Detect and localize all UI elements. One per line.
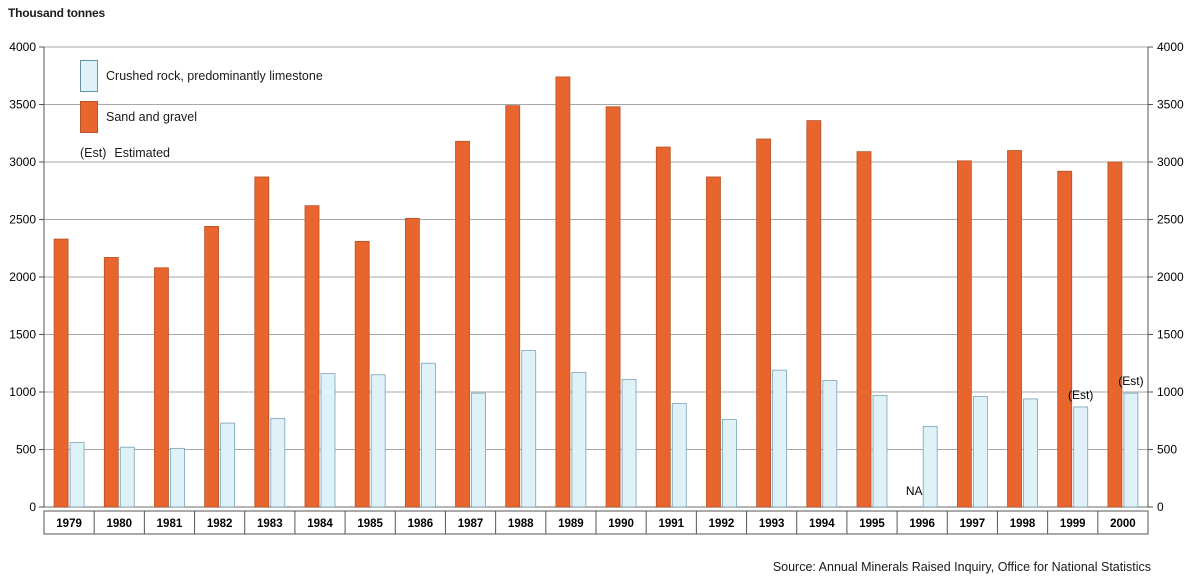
annotation-na-1996: NA <box>906 484 923 498</box>
bar-crushed-rock-1998 <box>1023 398 1038 508</box>
bar-sand-gravel-1981 <box>154 267 169 508</box>
bar-crushed-rock-1997 <box>972 396 988 508</box>
y-tick-label-left-2000: 2000 <box>9 270 36 284</box>
bar-sand-gravel-1989 <box>555 76 571 508</box>
x-tick-label-1991: 1991 <box>658 518 684 530</box>
bar-crushed-rock-1989 <box>571 372 587 508</box>
bar-crushed-rock-1982 <box>220 422 236 508</box>
bar-sand-gravel-1997 <box>956 160 972 508</box>
bar-sand-gravel-1988 <box>505 105 521 508</box>
bar-crushed-rock-1995 <box>872 395 888 508</box>
bar-crushed-rock-1984 <box>320 373 336 508</box>
y-tick-label-left-2500: 2500 <box>9 213 36 227</box>
legend-item-sand-gravel: Sand and gravel <box>80 99 323 135</box>
x-tick-label-2000: 2000 <box>1110 518 1136 530</box>
y-tick-label-left-1500: 1500 <box>9 328 36 342</box>
bar-crushed-rock-1986 <box>420 362 436 508</box>
bar-sand-gravel-1993 <box>756 138 772 508</box>
bar-crushed-rock-1990 <box>621 378 637 508</box>
y-tick-label-right-500: 500 <box>1157 443 1177 457</box>
y-tick-label-right-2000: 2000 <box>1157 270 1184 284</box>
y-tick-label-left-0: 0 <box>29 500 36 514</box>
y-tick-label-left-3000: 3000 <box>9 155 36 169</box>
bar-sand-gravel-1982 <box>204 225 220 508</box>
bar-crushed-rock-1992 <box>722 419 737 508</box>
x-tick-label-1986: 1986 <box>408 518 434 530</box>
x-tick-label-1983: 1983 <box>257 518 283 530</box>
bar-crushed-rock-2000 <box>1123 392 1139 508</box>
bar-sand-gravel-1984 <box>304 205 320 508</box>
x-tick-label-1979: 1979 <box>56 518 82 530</box>
annotation-est-1999: (Est) <box>1068 388 1093 402</box>
legend-note-lead: (Est) <box>80 146 107 160</box>
x-tick-label-1981: 1981 <box>157 518 183 530</box>
legend-swatch-crushed-rock <box>80 60 98 92</box>
bar-sand-gravel-1998 <box>1007 150 1022 508</box>
x-tick-label-1984: 1984 <box>307 518 333 530</box>
x-tick-label-1985: 1985 <box>357 518 383 530</box>
bar-sand-gravel-1990 <box>605 106 621 508</box>
x-tick-label-1990: 1990 <box>608 518 634 530</box>
y-tick-label-left-1000: 1000 <box>9 385 36 399</box>
bar-crushed-rock-1999 <box>1073 406 1089 508</box>
x-tick-label-1989: 1989 <box>558 518 584 530</box>
y-tick-label-right-2500: 2500 <box>1157 213 1184 227</box>
legend-note-text: Estimated <box>114 146 170 160</box>
bar-sand-gravel-1983 <box>254 176 270 508</box>
y-tick-label-left-3500: 3500 <box>9 98 36 112</box>
bar-crushed-rock-1991 <box>671 403 687 508</box>
y-tick-label-right-1000: 1000 <box>1157 385 1184 399</box>
bar-crushed-rock-1996 <box>922 426 938 508</box>
bar-crushed-rock-1988 <box>521 350 537 508</box>
annotation-est-2000: (Est) <box>1118 374 1143 388</box>
y-tick-label-right-3000: 3000 <box>1157 155 1184 169</box>
bar-sand-gravel-1992 <box>706 176 721 508</box>
bar-crushed-rock-1981 <box>170 447 185 508</box>
y-axis-label: Thousand tonnes <box>8 6 105 20</box>
bar-sand-gravel-2000 <box>1107 161 1123 508</box>
x-tick-label-1999: 1999 <box>1060 518 1086 530</box>
bar-sand-gravel-1985 <box>354 240 370 508</box>
x-tick-label-1995: 1995 <box>859 518 885 530</box>
y-tick-label-right-0: 0 <box>1157 500 1164 514</box>
bar-crushed-rock-1993 <box>772 369 788 508</box>
bar-crushed-rock-1987 <box>471 392 486 508</box>
x-tick-label-1988: 1988 <box>508 518 534 530</box>
x-tick-label-1997: 1997 <box>960 518 986 530</box>
y-tick-label-right-1500: 1500 <box>1157 328 1184 342</box>
legend-item-crushed-rock: Crushed rock, predominantly limestone <box>80 58 323 94</box>
y-tick-label-right-4000: 4000 <box>1157 40 1184 54</box>
y-tick-label-right-3500: 3500 <box>1157 98 1184 112</box>
y-tick-label-left-4000: 4000 <box>9 40 36 54</box>
x-tick-label-1996: 1996 <box>909 518 935 530</box>
x-tick-label-1994: 1994 <box>809 518 835 530</box>
bar-sand-gravel-1994 <box>806 120 822 508</box>
bar-sand-gravel-1980 <box>103 257 119 508</box>
legend: Crushed rock, predominantly limestone Sa… <box>80 58 323 171</box>
legend-swatch-sand-gravel <box>80 101 98 133</box>
x-tick-label-1982: 1982 <box>207 518 233 530</box>
x-tick-label-1980: 1980 <box>106 518 132 530</box>
x-tick-label-1987: 1987 <box>458 518 484 530</box>
bar-sand-gravel-1999 <box>1057 170 1073 508</box>
x-tick-label-1992: 1992 <box>709 518 735 530</box>
legend-label-sand-gravel: Sand and gravel <box>106 110 198 124</box>
bar-crushed-rock-1985 <box>370 374 386 508</box>
bar-sand-gravel-1979 <box>53 238 69 508</box>
legend-label-crushed-rock: Crushed rock, predominantly limestone <box>106 69 323 83</box>
x-tick-label-1998: 1998 <box>1010 518 1036 530</box>
legend-note-estimated: (Est) Estimated <box>80 140 323 166</box>
bar-sand-gravel-1987 <box>455 140 470 508</box>
bar-crushed-rock-1979 <box>69 442 85 508</box>
bar-crushed-rock-1980 <box>119 446 135 508</box>
bar-sand-gravel-1995 <box>856 151 872 508</box>
bar-sand-gravel-1991 <box>655 146 671 508</box>
bar-sand-gravel-1986 <box>404 217 420 508</box>
y-tick-label-left-500: 500 <box>16 443 36 457</box>
bar-crushed-rock-1983 <box>270 418 286 508</box>
bar-crushed-rock-1994 <box>822 380 838 508</box>
source-note: Source: Annual Minerals Raised Inquiry, … <box>772 560 1151 574</box>
x-tick-label-1993: 1993 <box>759 518 785 530</box>
